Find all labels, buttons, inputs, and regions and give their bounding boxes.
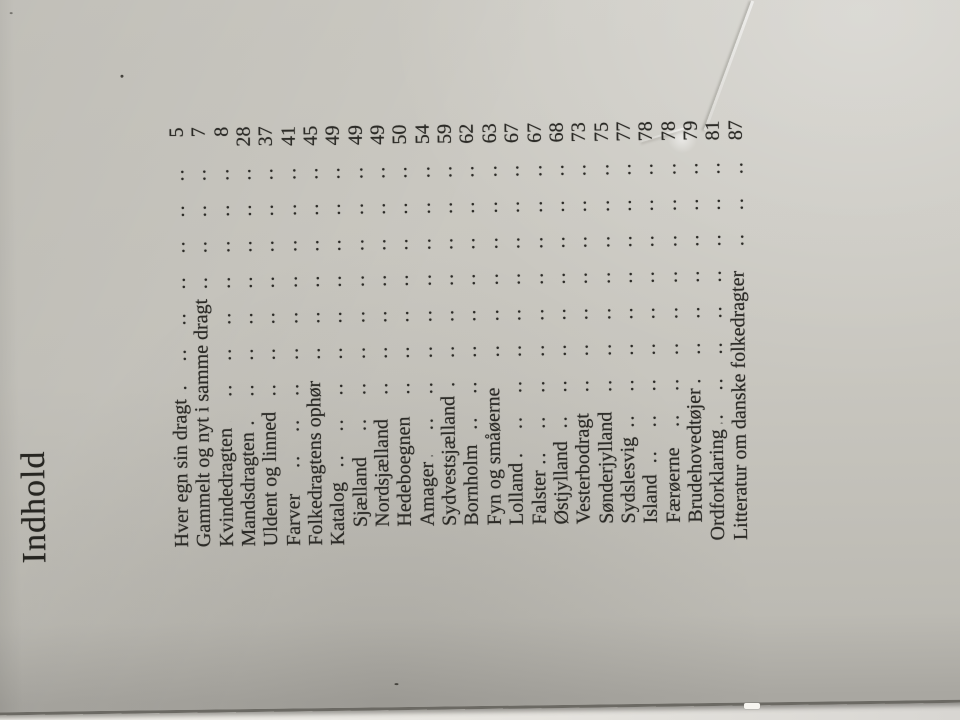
toc-entry-page-number: 75	[590, 121, 613, 143]
toc-entry-page-number: 49	[344, 124, 367, 146]
toc-entry-label: Færøerne	[661, 447, 685, 524]
toc-entry-label: Litteratur om danske folkedragter	[726, 270, 752, 541]
toc-entry-label: Østjylland	[549, 440, 573, 525]
toc-entry-page-number: 68	[545, 122, 568, 143]
toc-entry-page-number: 45	[299, 125, 322, 146]
toc-entry-label: Falster	[527, 470, 551, 525]
toc-entry-page-number: 77	[612, 121, 635, 142]
toc-entry-page-number: 87	[724, 120, 747, 141]
toc-entry-page-number: 62	[456, 123, 479, 144]
toc-entry-label: Sønderjylland	[593, 411, 618, 525]
toc-entry-label: Katalog	[326, 481, 350, 546]
toc-entry-label: Sydslesvig	[616, 436, 640, 524]
toc-entry-page-number: 7	[188, 127, 211, 138]
toc-entry-label: Farver	[282, 493, 305, 547]
toc-entry-leader: .. .. .. .. .. .. .. .. .. .. .. .. .. .…	[300, 166, 325, 375]
toc-entry-page-number: 59	[433, 123, 457, 145]
toc-title: Indhold	[14, 450, 54, 564]
toc-entry-leader: .. .. .. .. .. .. .. .. .. .. .. .. .. .…	[390, 164, 416, 410]
toc-entry-label: Sydvestsjælland	[437, 395, 462, 527]
toc-entry-page-number: 28	[232, 126, 255, 147]
toc-entry-label: Vesterbodragt	[571, 412, 596, 525]
toc-entry-label: Bornholm	[460, 444, 484, 526]
toc-entry-leader: .. .. .. .. .. .. .. .. .. .. .. .. .. .…	[725, 160, 749, 265]
toc-entry-label: Nordsjælland	[370, 418, 395, 527]
toc-entry-leader: .. .. .. .. .. .. .. .. .. .. .. .. .. .…	[680, 161, 705, 383]
paper-speck	[120, 74, 124, 78]
paper-speck	[9, 12, 13, 15]
toc-entry-leader: .. .. .. .. .. .. .. .. .. .. .. .. .. .…	[189, 167, 213, 293]
toc-entry-page-number: 49	[366, 124, 390, 145]
toc-entry: Litteratur om danske folkedragter .. .. …	[724, 115, 752, 560]
toc-entry-leader: .. .. .. .. .. .. .. .. .. .. .. .. .. .…	[256, 166, 281, 406]
paper-speck	[394, 683, 399, 686]
toc-entry-leader: .. .. .. .. .. .. .. .. .. .. .. .. .. .…	[568, 162, 594, 407]
toc-entry-label: Kvindedragten	[214, 427, 238, 548]
toc-entry-label: Ordforklaring	[705, 429, 730, 541]
toc-entry-label: Lolland	[505, 462, 529, 526]
toc-entry-label: Hver egn sin dragt	[169, 399, 194, 548]
toc-entry-label: Uldent og linned	[258, 411, 283, 547]
table-of-contents: Indhold Hver egn sin dragt .. .. .. .. .…	[10, 115, 756, 570]
toc-entry-page-number: 81	[701, 120, 725, 141]
toc-entry-label: Brudehovedtøjer	[683, 388, 707, 523]
toc-entry-label: Amager	[415, 461, 439, 527]
toc-entry-page-number: 37	[255, 126, 278, 147]
toc-entry-leader: .. .. .. .. .. .. .. .. .. .. .. .. .. .…	[591, 162, 617, 406]
toc-entry-page-number: 54	[411, 124, 434, 145]
toc-entry-page-number: 49	[322, 125, 345, 146]
toc-entry-page-number: 67	[523, 122, 546, 143]
toc-entry-page-number: 78	[634, 121, 658, 142]
toc-entry-leader: .. .. .. .. .. .. .. .. .. .. .. .. .. .…	[434, 164, 459, 390]
toc-entry-leader: .. .. .. .. .. .. .. .. .. .. .. .. .. .…	[479, 163, 504, 382]
page-crease	[703, 0, 755, 131]
toc-entry-page-number: 73	[567, 122, 591, 143]
toc-entry-leader: .. .. .. .. .. .. .. .. .. .. .. .. .. .…	[211, 167, 237, 422]
toc-entry-label: Folkedragtens ophør	[303, 380, 328, 546]
toc-entry-label: Sjælland	[348, 456, 372, 528]
toc-entry-page-number: 79	[679, 120, 702, 141]
toc-entry-page-number: 41	[277, 125, 300, 147]
page-edge-highlight	[744, 703, 760, 709]
toc-entry-page-number: 5	[165, 127, 188, 138]
toc-entry-page-number: 50	[389, 124, 412, 145]
toc-entry-page-number: 78	[657, 120, 680, 142]
toc-entry-leader: .. .. .. .. .. .. .. .. .. .. .. .. .. .…	[166, 167, 191, 393]
toc-entry-label: Fyn og småøerne	[481, 387, 506, 526]
toc-entry-page-number: 8	[210, 126, 233, 138]
toc-entry-label: Hedeboegnen	[392, 416, 417, 527]
toc-entry-leader: .. .. .. .. .. .. .. .. .. .. .. .. .. .…	[367, 165, 393, 413]
toc-entry-page-number: 63	[478, 123, 501, 144]
toc-entries: Hver egn sin dragt .. .. .. .. .. .. .. …	[166, 115, 753, 568]
toc-entry-page-number: 67	[500, 122, 524, 144]
toc-entry-label: Island	[639, 474, 663, 524]
toc-entry-label: Mandsdragten	[236, 432, 261, 547]
